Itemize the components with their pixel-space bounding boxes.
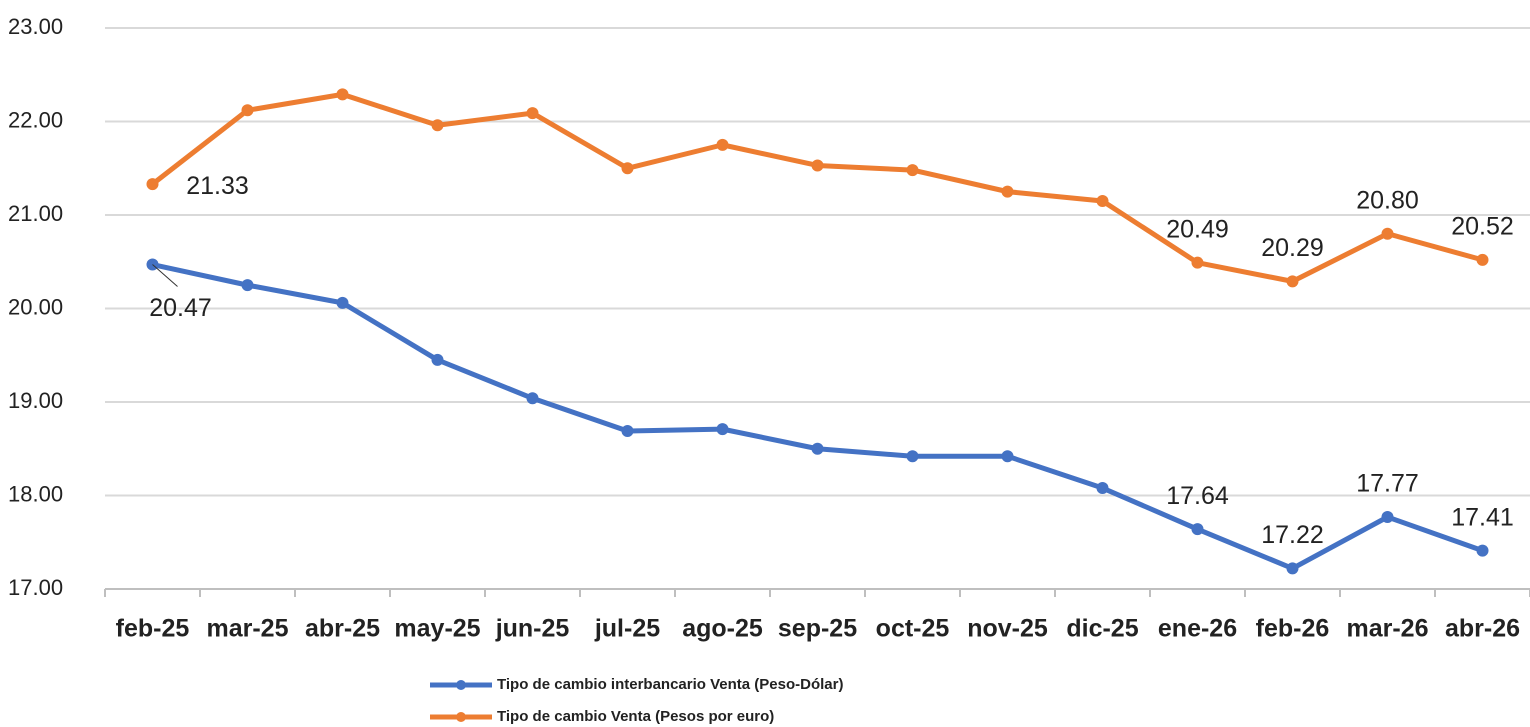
point: [906, 164, 919, 177]
point: [336, 88, 349, 101]
point: [621, 162, 634, 175]
point: [526, 107, 539, 120]
x-tick-label: ago-25: [682, 615, 763, 643]
point: [1476, 253, 1489, 266]
legend-label: Tipo de cambio Venta (Pesos por euro): [497, 708, 774, 725]
legend-marker: [456, 680, 466, 690]
point: [241, 279, 254, 292]
leader: [152, 264, 178, 287]
point: [1381, 227, 1394, 240]
y-tick-label: 21.00: [8, 201, 63, 226]
data-label: 20.80: [1356, 186, 1419, 214]
point: [811, 159, 824, 172]
data-label: 17.77: [1356, 470, 1419, 498]
point: [431, 119, 444, 132]
point: [1286, 562, 1299, 575]
point: [431, 353, 444, 366]
x-tick-label: jun-25: [495, 615, 570, 643]
x-tick-label: mar-25: [207, 615, 289, 643]
y-tick-label: 23.00: [8, 14, 63, 39]
x-tick-label: feb-25: [116, 615, 190, 643]
point: [336, 296, 349, 309]
point: [241, 104, 254, 117]
y-tick-label: 22.00: [8, 107, 63, 132]
point: [146, 178, 159, 191]
x-tick-label: abr-25: [305, 615, 380, 643]
point: [1096, 194, 1109, 207]
point: [716, 423, 729, 436]
x-tick-label: abr-26: [1445, 615, 1520, 643]
point: [526, 392, 539, 405]
point: [1381, 511, 1394, 524]
x-tick-label: feb-26: [1256, 615, 1330, 643]
data-label: 20.49: [1166, 215, 1229, 243]
x-tick-label: mar-26: [1347, 615, 1429, 643]
x-tick-label: nov-25: [967, 615, 1048, 643]
data-label: 21.33: [186, 172, 249, 200]
point: [1286, 275, 1299, 288]
x-tick-label: oct-25: [876, 615, 950, 643]
legend-marker: [456, 712, 466, 722]
point: [1476, 544, 1489, 557]
point: [1096, 482, 1109, 495]
y-tick-label: 20.00: [8, 294, 63, 319]
x-tick-label: may-25: [394, 615, 480, 643]
point: [1191, 256, 1204, 269]
legend-label: Tipo de cambio interbancario Venta (Peso…: [497, 676, 843, 693]
data-label: 17.64: [1166, 482, 1229, 510]
point: [906, 450, 919, 463]
point: [811, 442, 824, 455]
point: [1001, 185, 1014, 198]
y-tick-label: 19.00: [8, 388, 63, 413]
point: [1001, 450, 1014, 463]
data-label: 17.41: [1451, 503, 1514, 531]
point: [716, 138, 729, 151]
data-label: 17.22: [1261, 521, 1324, 549]
data-label: 20.52: [1451, 212, 1514, 240]
data-label: 20.47: [149, 294, 212, 322]
x-tick-label: ene-26: [1158, 615, 1237, 643]
point: [621, 424, 634, 437]
y-tick-label: 18.00: [8, 481, 63, 506]
x-tick-label: jul-25: [594, 615, 660, 643]
data-label: 20.29: [1261, 234, 1324, 262]
x-tick-label: dic-25: [1066, 615, 1138, 643]
y-tick-label: 17.00: [8, 575, 63, 600]
x-tick-label: sep-25: [778, 615, 857, 643]
point: [1191, 523, 1204, 536]
